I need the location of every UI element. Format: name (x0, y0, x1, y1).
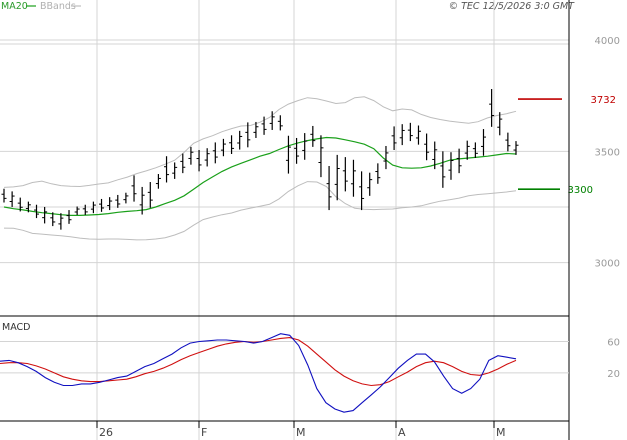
macd-grid (0, 341, 569, 374)
bbands-upper-line (3, 96, 517, 188)
macd-line (0, 333, 517, 413)
price-grid (0, 0, 569, 440)
time-tick-label: M (296, 426, 306, 439)
legend-ma20: MA20 (1, 1, 28, 12)
time-tick-label: M (496, 426, 506, 439)
macd-tick-label: 60 (607, 338, 620, 349)
macd-title: MACD (2, 322, 30, 333)
bbands-lower-line (3, 181, 517, 241)
support-level-label: 3300 (568, 185, 593, 196)
price-tick-label: 3000 (595, 259, 620, 270)
ma20-line (3, 136, 517, 216)
legend-bbands: BBands (40, 1, 76, 12)
price-tick-label: 4000 (595, 36, 620, 47)
time-tick-label: F (201, 426, 207, 439)
price-y-axis-labels: 4000 3500 3000 (595, 36, 620, 270)
copyright-timestamp: © TEC 12/5/2026 3:0 GMT (449, 1, 576, 12)
macd-tick-label: 20 (607, 369, 620, 380)
time-tick-label: 26 (99, 426, 113, 439)
resistance-level-label: 3732 (591, 95, 616, 106)
price-tick-label: 3500 (595, 147, 620, 158)
macd-y-axis-labels: 60 20 (607, 338, 620, 380)
price-axis-area (569, 0, 627, 440)
time-tick-label: A (398, 426, 406, 439)
time-axis-labels: 26 F M A M (96, 421, 506, 439)
ohlc-bars (1, 89, 519, 230)
